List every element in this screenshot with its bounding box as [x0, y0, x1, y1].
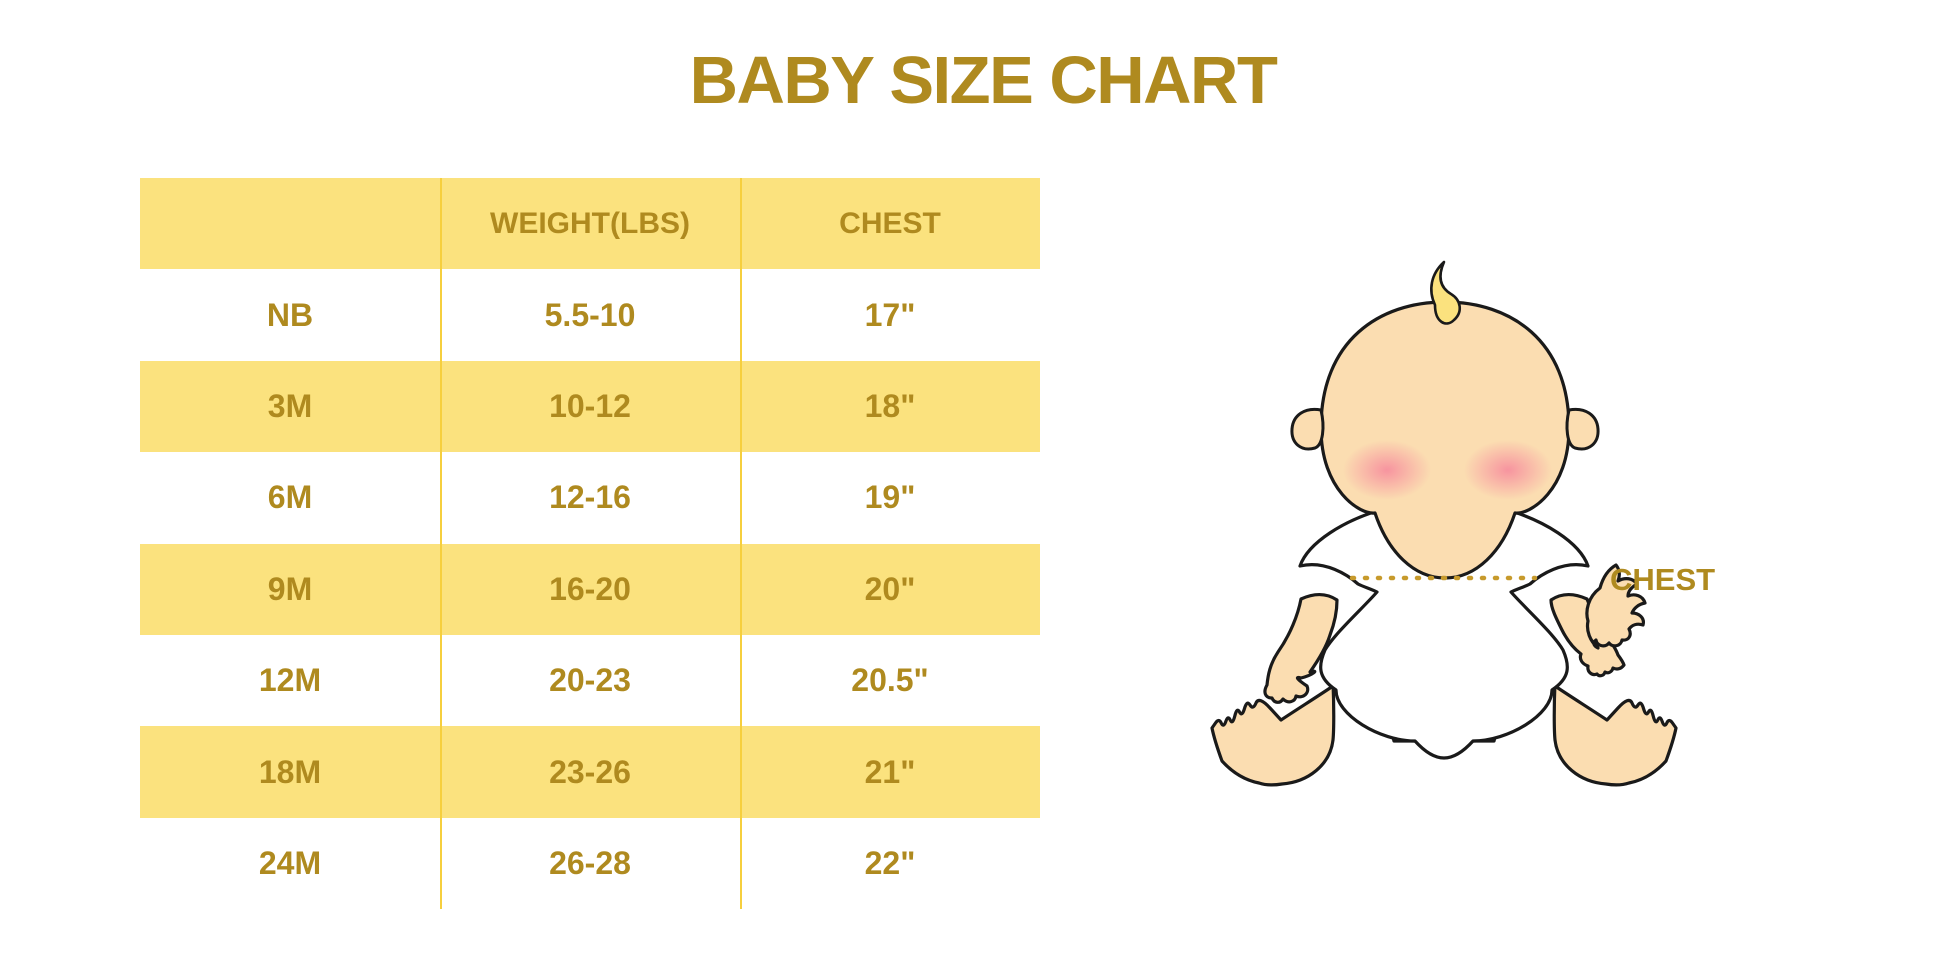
svg-text:CHEST: CHEST	[1610, 562, 1715, 597]
